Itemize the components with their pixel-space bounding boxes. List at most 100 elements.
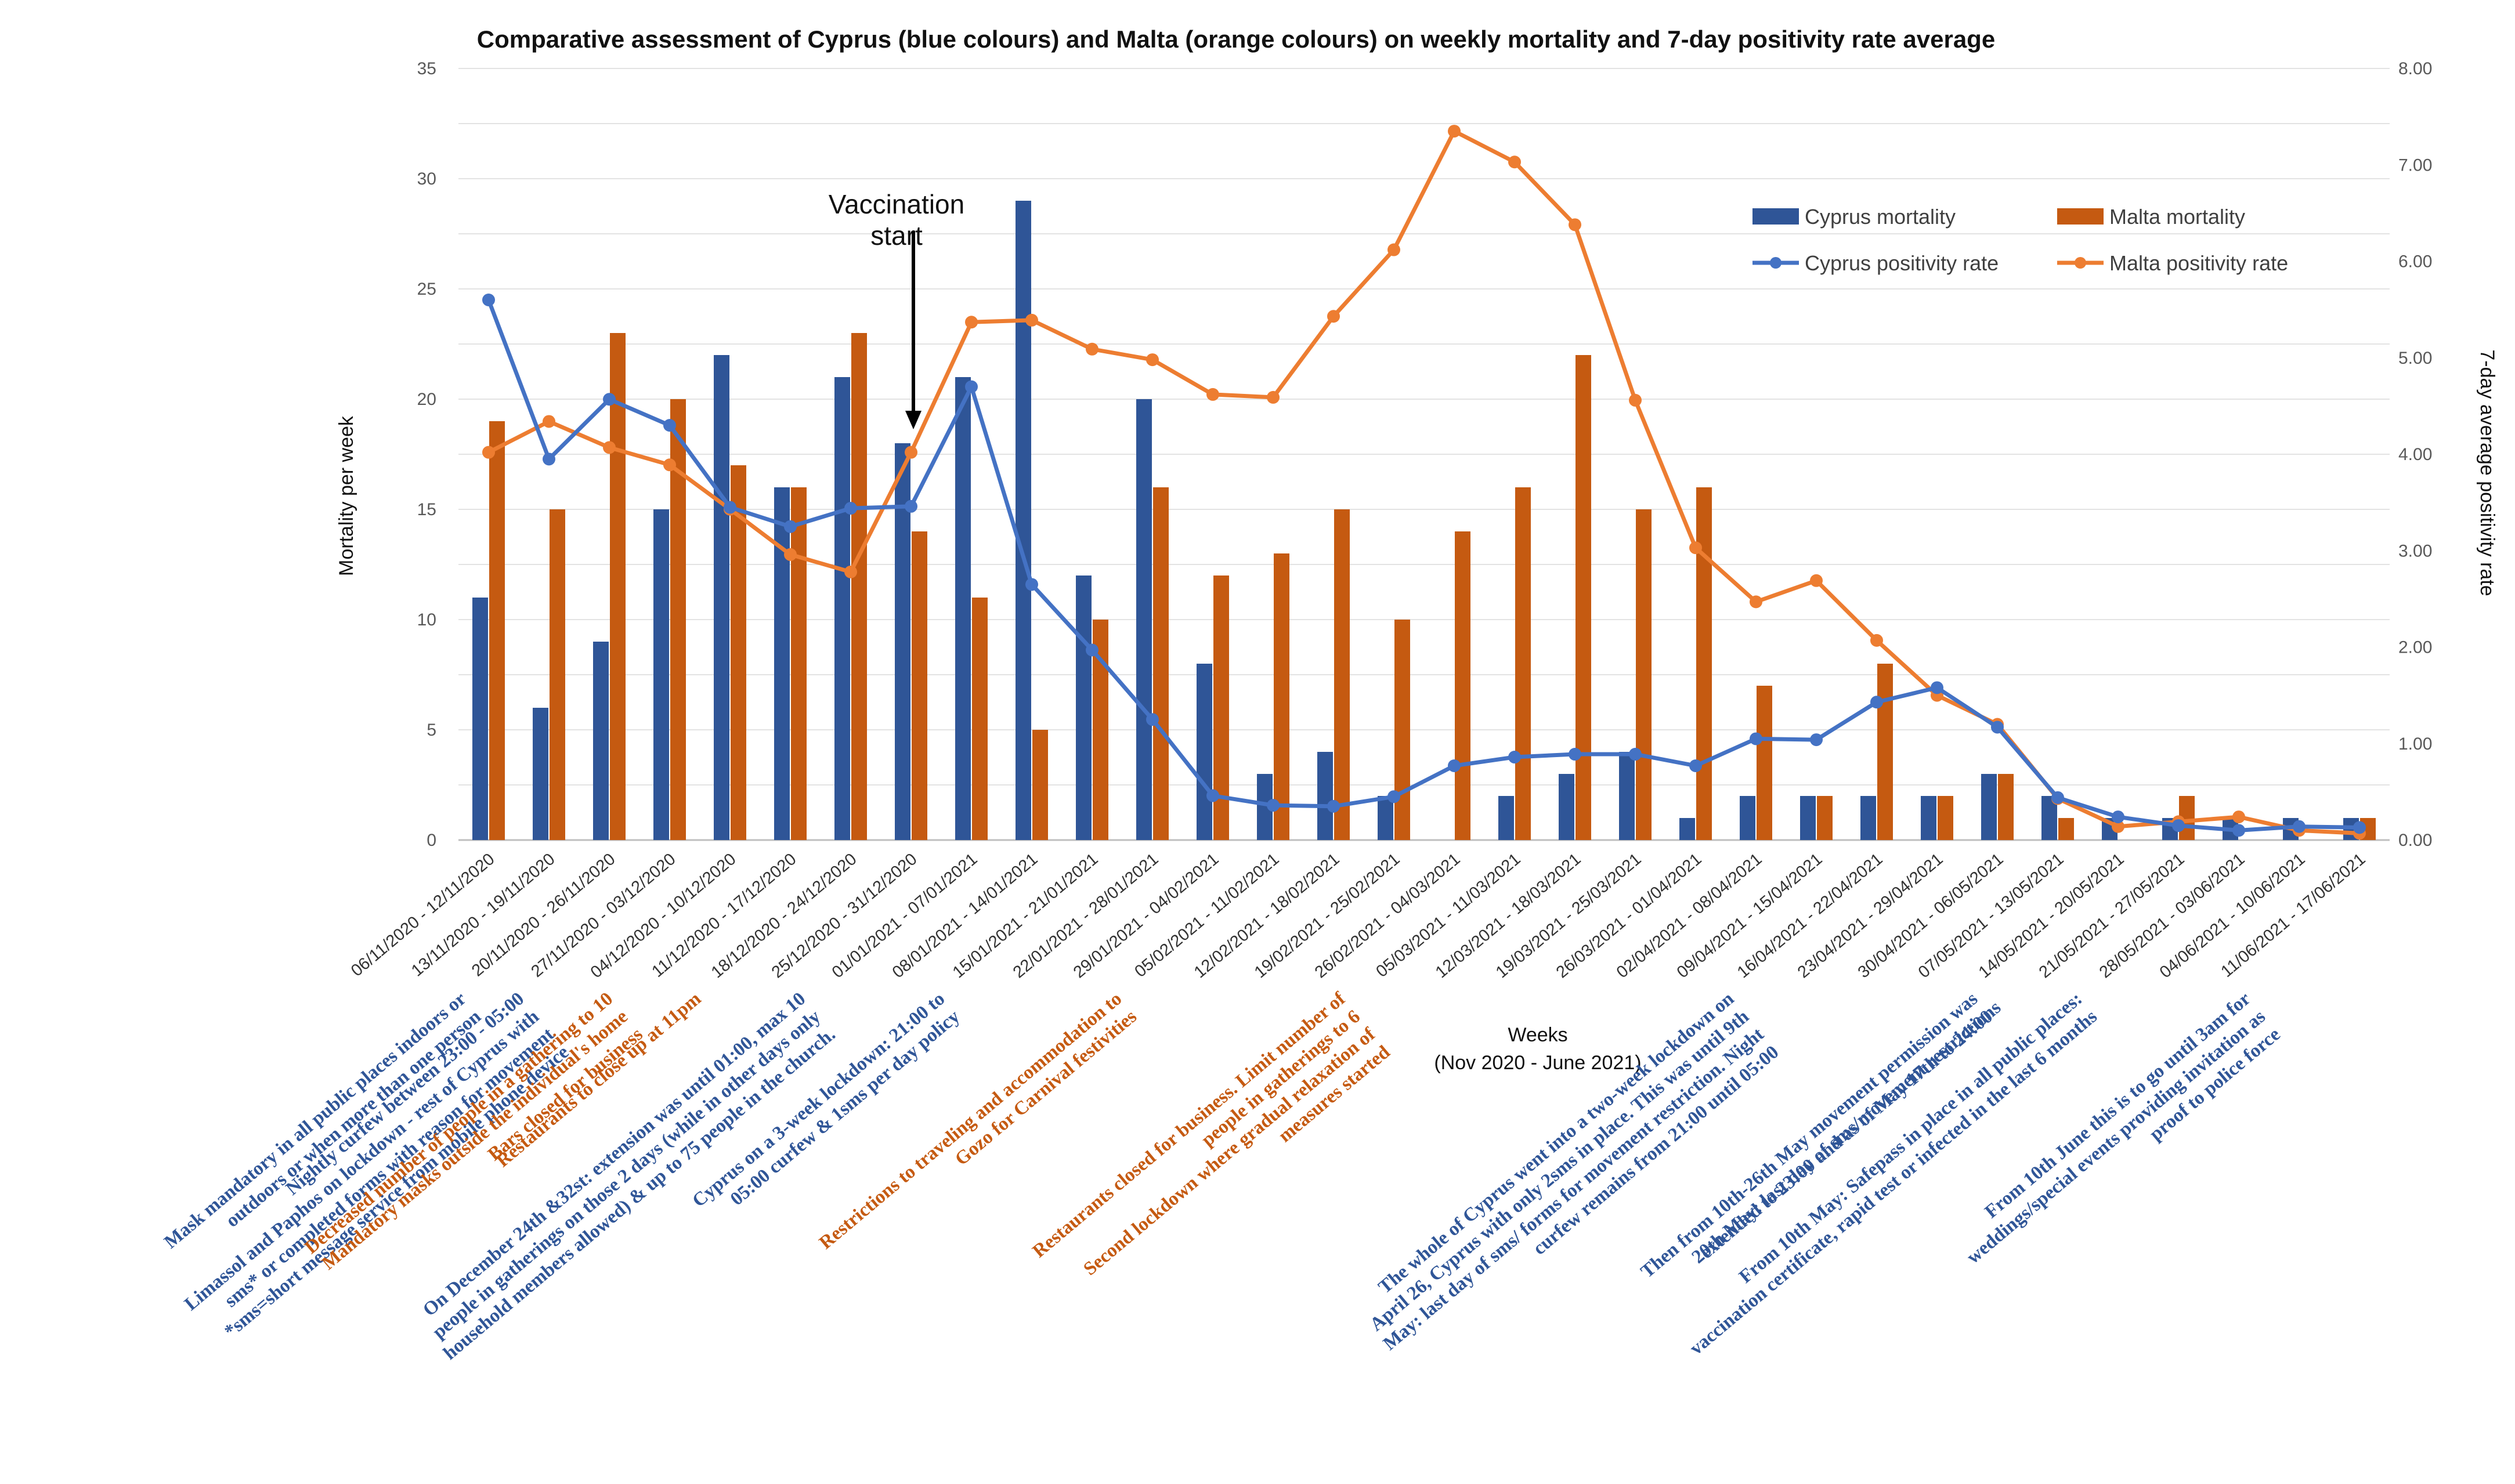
legend-label-cyprus-mortality: Cyprus mortality — [1805, 205, 1956, 229]
bar-cyprus-mortality — [834, 377, 850, 840]
bar-cyprus-mortality — [774, 487, 790, 840]
series-lines — [482, 125, 2366, 840]
bar-cyprus-mortality — [533, 708, 548, 840]
bar-malta-mortality — [1938, 796, 1953, 840]
legend-marker-cyprus-positivity — [1770, 257, 1782, 269]
bar-cyprus-mortality — [1136, 399, 1152, 840]
legend-swatch-malta-mortality — [2057, 208, 2104, 225]
y-right-tick-label: 6.00 — [2398, 252, 2432, 272]
point-cyprus-positivity — [603, 393, 616, 406]
bar-malta-mortality — [1696, 487, 1712, 840]
bar-malta-mortality — [1817, 796, 1833, 840]
bar-malta-mortality — [851, 333, 867, 840]
y-right-tick-label: 5.00 — [2398, 349, 2432, 368]
point-cyprus-positivity — [543, 453, 555, 466]
point-cyprus-positivity — [844, 502, 857, 515]
bar-cyprus-mortality — [955, 377, 971, 840]
y-left-tick-label: 15 — [417, 500, 436, 519]
point-cyprus-positivity — [1508, 751, 1521, 764]
legend-swatch-cyprus-mortality — [1752, 208, 1799, 225]
bar-malta-mortality — [550, 509, 565, 840]
point-malta-positivity — [1689, 541, 1702, 555]
legend-label-cyprus-positivity: Cyprus positivity rate — [1805, 251, 1999, 275]
bar-cyprus-mortality — [1317, 752, 1333, 840]
point-cyprus-positivity — [1870, 696, 1883, 709]
point-malta-positivity — [1327, 310, 1340, 323]
vaccination-arrow-head — [905, 411, 922, 429]
y-left-tick-label: 10 — [417, 610, 436, 629]
bar-malta-mortality — [610, 333, 626, 840]
bar-cyprus-mortality — [653, 509, 669, 840]
point-cyprus-positivity — [1206, 789, 1219, 802]
bar-cyprus-mortality — [1076, 575, 1092, 840]
bar-malta-mortality — [731, 465, 746, 840]
point-malta-positivity — [603, 441, 616, 454]
point-cyprus-positivity — [1931, 681, 1943, 694]
legend-label-malta-mortality: Malta mortality — [2109, 205, 2245, 229]
bar-malta-mortality — [791, 487, 807, 840]
point-cyprus-positivity — [1750, 732, 1762, 745]
point-malta-positivity — [844, 565, 857, 578]
bar-cyprus-mortality — [1981, 774, 1997, 840]
y-axis-right-ticks: 0.00 1.00 2.00 3.00 4.00 5.00 6.00 7.00 8.00 — [2398, 59, 2432, 850]
point-malta-positivity — [1629, 393, 1642, 407]
point-malta-positivity — [1508, 155, 1521, 169]
point-cyprus-positivity — [905, 500, 917, 513]
y-right-tick-label: 8.00 — [2398, 59, 2432, 78]
bar-malta-mortality — [1636, 509, 1652, 840]
bar-cyprus-mortality — [1740, 796, 1755, 840]
y-left-tick-label: 25 — [417, 280, 436, 299]
point-cyprus-positivity — [1267, 799, 1280, 812]
bar-cyprus-mortality — [1016, 201, 1031, 840]
vaccination-start-annotation: Vaccination start — [829, 189, 964, 429]
y-right-tick-label: 3.00 — [2398, 541, 2432, 560]
bar-malta-mortality — [1032, 730, 1048, 840]
point-cyprus-positivity — [2353, 821, 2366, 834]
vaccination-label-line-1: Vaccination — [829, 189, 964, 219]
bar-malta-mortality — [489, 421, 505, 840]
point-malta-positivity — [1025, 313, 1038, 327]
bar-cyprus-mortality — [472, 598, 488, 840]
point-malta-positivity — [1448, 125, 1461, 138]
point-cyprus-positivity — [784, 520, 797, 533]
point-malta-positivity — [1267, 390, 1280, 404]
y-right-tick-label: 7.00 — [2398, 155, 2432, 175]
bar-malta-mortality — [972, 598, 988, 840]
y-right-tick-label: 2.00 — [2398, 638, 2432, 657]
bar-cyprus-mortality — [1921, 796, 1936, 840]
point-cyprus-positivity — [965, 380, 978, 393]
point-malta-positivity — [905, 446, 917, 459]
point-malta-positivity — [1870, 634, 1883, 647]
y-right-tick-label: 4.00 — [2398, 445, 2432, 464]
point-cyprus-positivity — [2051, 791, 2064, 804]
point-malta-positivity — [1810, 574, 1823, 587]
point-malta-positivity — [965, 316, 978, 329]
point-malta-positivity — [1146, 353, 1159, 367]
bar-malta-mortality — [1394, 620, 1410, 840]
point-malta-positivity — [1750, 595, 1762, 609]
point-malta-positivity — [543, 415, 555, 428]
point-cyprus-positivity — [1387, 790, 1400, 803]
point-cyprus-positivity — [2112, 810, 2124, 824]
point-malta-positivity — [2112, 820, 2124, 833]
legend-label-malta-positivity: Malta positivity rate — [2109, 251, 2288, 275]
point-cyprus-positivity — [2293, 820, 2306, 833]
y-left-tick-label: 5 — [427, 721, 436, 740]
bar-cyprus-mortality — [714, 355, 729, 840]
point-cyprus-positivity — [1448, 759, 1461, 772]
point-cyprus-positivity — [1569, 748, 1581, 761]
point-cyprus-positivity — [1327, 799, 1340, 813]
bar-malta-mortality — [1274, 553, 1289, 840]
bar-cyprus-mortality — [1800, 796, 1816, 840]
bar-cyprus-mortality — [1378, 796, 1393, 840]
bar-cyprus-mortality — [1197, 664, 1212, 840]
x-axis-label: Weeks — [1508, 1024, 1567, 1046]
bar-malta-mortality — [1757, 686, 1772, 840]
x-axis-sublabel: (Nov 2020 - June 2021) — [1434, 1052, 1641, 1074]
bar-malta-mortality — [1455, 531, 1470, 840]
point-malta-positivity — [1569, 218, 1581, 231]
point-cyprus-positivity — [663, 419, 676, 432]
bar-cyprus-mortality — [1619, 752, 1635, 840]
